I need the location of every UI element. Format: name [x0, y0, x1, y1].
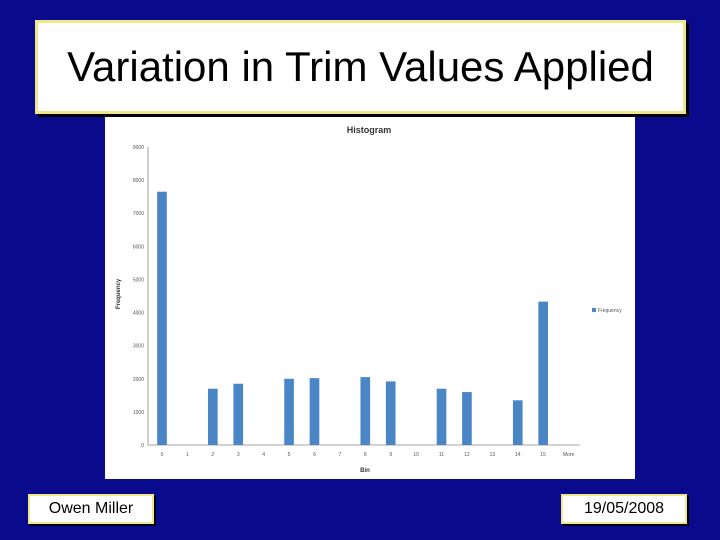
y-axis-label: Frequency [116, 278, 122, 309]
legend-label: Frequency [598, 308, 622, 314]
y-tick-label: 7000 [133, 211, 144, 217]
slide-date: 19/05/2008 [583, 500, 665, 517]
x-tick-label: 3 [237, 452, 240, 458]
x-tick-label: 11 [439, 452, 444, 458]
histogram-bar [157, 191, 167, 445]
y-tick-label: 4000 [133, 311, 144, 317]
histogram-bar [385, 381, 396, 445]
histogram-bar [233, 383, 244, 445]
x-tick-label: 14 [515, 452, 521, 458]
x-tick-label: 6 [313, 452, 316, 458]
y-tick-label: 9000 [133, 145, 144, 151]
y-tick-label: 6000 [133, 244, 144, 250]
legend-swatch [592, 308, 596, 312]
x-tick-labels: 0 1 2 3 4 5 6 7 8 9 10 11 12 13 14 15 More [161, 452, 575, 458]
slide-title: Variation in Trim Values Applied [67, 43, 654, 90]
histogram-bar [207, 388, 218, 445]
x-tick-label: 9 [389, 452, 392, 458]
histogram-bar [512, 400, 523, 445]
histogram-bar [538, 301, 549, 445]
footer-author: Owen Miller [28, 494, 154, 524]
x-tick-label: 0 [161, 452, 164, 458]
chart-title: Histogram [347, 125, 392, 135]
y-tick-label: 3000 [133, 344, 144, 350]
x-tick-label: More [563, 452, 575, 458]
slide-title-box: Variation in Trim Values Applied [35, 20, 686, 114]
histogram-bar [284, 378, 294, 445]
x-tick-label: 7 [338, 452, 341, 458]
chart-bars [157, 191, 549, 445]
histogram-bar [309, 378, 320, 445]
x-tick-label: 15 [540, 452, 546, 458]
x-tick-label: 2 [211, 452, 214, 458]
histogram-bar [360, 377, 371, 445]
y-tick-label: 8000 [133, 178, 144, 184]
x-tick-label: 5 [288, 452, 291, 458]
y-tick-label: 5000 [133, 277, 144, 283]
x-tick-label: 4 [262, 452, 265, 458]
y-tick-labels: 0 1000 2000 3000 4000 5000 6000 7000 8000 9000 [133, 145, 144, 449]
author-name: Owen Miller [48, 500, 134, 517]
histogram-bar [436, 388, 447, 445]
x-tick-label: 8 [364, 452, 367, 458]
x-tick-label: 1 [186, 452, 189, 458]
histogram-svg: Histogram Frequency Bin 0100020003000400… [116, 125, 622, 474]
x-axis-label: Bin [360, 468, 370, 474]
x-tick-label: 13 [490, 452, 496, 458]
chart-legend: Frequency [592, 308, 622, 314]
x-tick-label: 10 [413, 452, 419, 458]
footer-date: 19/05/2008 [561, 494, 687, 524]
histogram-chart: Histogram Frequency Bin 0 1000 2000 3000 400… [105, 117, 635, 479]
x-tick-label: 12 [464, 452, 470, 458]
y-tick-label: 0 [141, 443, 144, 449]
y-tick-label: 2000 [133, 377, 144, 383]
histogram-bar [462, 392, 472, 445]
y-tick-label: 1000 [133, 410, 144, 416]
